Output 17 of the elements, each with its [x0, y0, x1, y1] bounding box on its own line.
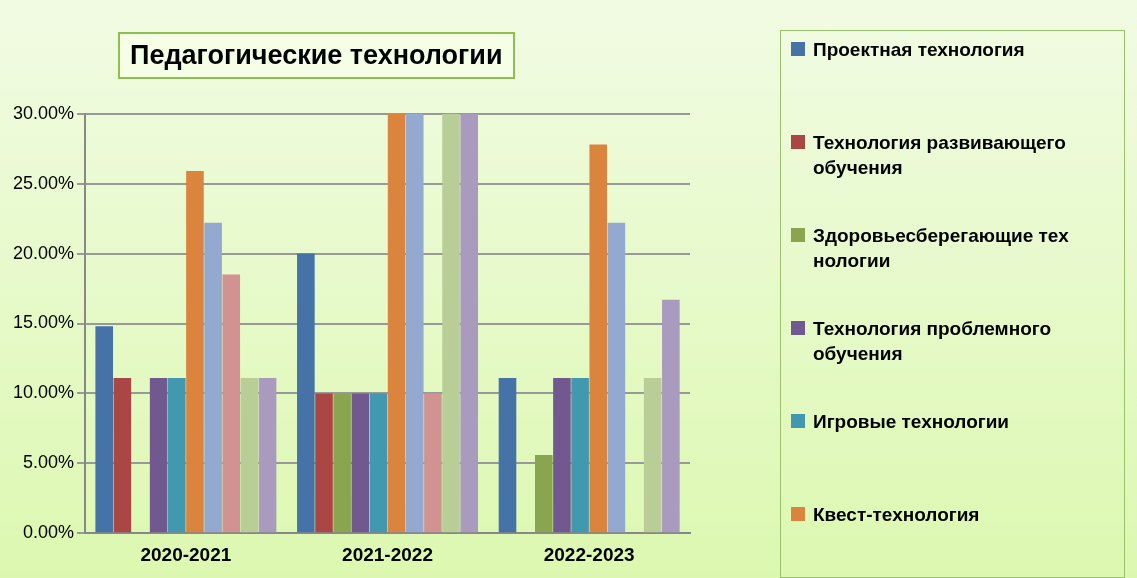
chart-title: Педагогические технологии — [118, 32, 515, 79]
legend-label: Игровые технологии — [813, 410, 1010, 434]
y-tick-label: 5.00% — [23, 452, 75, 473]
y-tick-label: 20.00% — [12, 242, 75, 263]
x-tick-label: 2021-2022 — [342, 543, 433, 565]
y-tick-label: 30.00% — [12, 102, 75, 123]
x-tick-label: 2020-2021 — [140, 543, 232, 565]
legend-label: Здоровьесберегающие тех нологии — [813, 224, 1070, 273]
legend-label: Технология проблемного обучения — [813, 317, 1053, 366]
y-tick-label: 25.00% — [12, 172, 75, 193]
legend-label: Квест-технология — [813, 503, 980, 527]
y-tick-label: 15.00% — [12, 312, 75, 333]
y-tick-label: 10.00% — [12, 382, 75, 403]
legend-label: Проектная технология — [813, 38, 1025, 62]
x-tick-label: 2022-2023 — [543, 543, 635, 565]
y-tick-label: 0.00% — [23, 522, 75, 543]
legend-label: Технология развивающего обучения — [813, 131, 1067, 180]
